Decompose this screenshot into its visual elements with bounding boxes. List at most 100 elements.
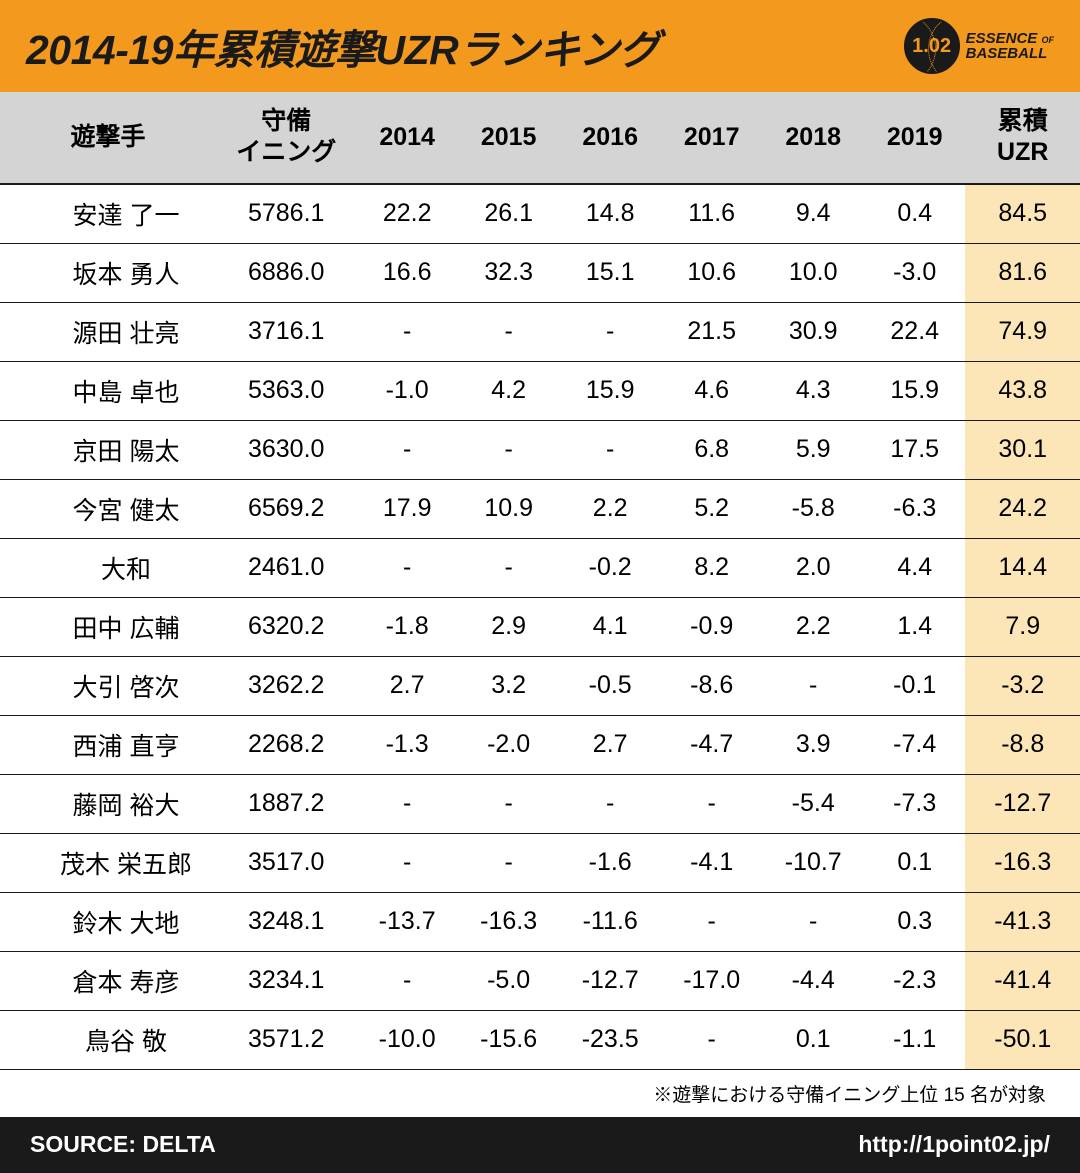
cell-y2014: 16.6 <box>356 243 458 302</box>
cell-y2016: 14.8 <box>559 184 661 244</box>
cell-innings: 5363.0 <box>216 361 356 420</box>
cell-y2016: - <box>559 302 661 361</box>
cell-name: 鳥谷 敬 <box>0 1010 216 1069</box>
cell-y2019: -7.3 <box>864 774 966 833</box>
cell-innings: 3517.0 <box>216 833 356 892</box>
cell-name: 坂本 勇人 <box>0 243 216 302</box>
cell-y2018: -5.8 <box>762 479 864 538</box>
cell-y2018: 30.9 <box>762 302 864 361</box>
cell-y2017: 4.6 <box>661 361 763 420</box>
cell-y2015: - <box>458 774 560 833</box>
cell-y2016: -12.7 <box>559 951 661 1010</box>
cell-y2019: -6.3 <box>864 479 966 538</box>
table-row: 西浦 直亨2268.2-1.3-2.02.7-4.73.9-7.4-8.8 <box>0 715 1080 774</box>
cell-y2016: - <box>559 420 661 479</box>
cell-name: 倉本 寿彦 <box>0 951 216 1010</box>
cell-innings: 6886.0 <box>216 243 356 302</box>
cell-y2018: 0.1 <box>762 1010 864 1069</box>
cell-y2017: - <box>661 1010 763 1069</box>
cell-y2014: - <box>356 538 458 597</box>
cell-y2015: - <box>458 833 560 892</box>
column-header-total: 累積UZR <box>965 92 1080 184</box>
cell-y2019: 0.3 <box>864 892 966 951</box>
cell-y2015: -16.3 <box>458 892 560 951</box>
cell-y2016: 2.2 <box>559 479 661 538</box>
cell-y2014: -13.7 <box>356 892 458 951</box>
footnote: ※遊撃における守備イニング上位 15 名が対象 <box>0 1070 1080 1117</box>
column-header-name: 遊撃手 <box>0 92 216 184</box>
table-row: 源田 壮亮3716.1---21.530.922.474.9 <box>0 302 1080 361</box>
logo-number: 1.02 <box>912 35 951 58</box>
cell-innings: 2461.0 <box>216 538 356 597</box>
logo-line2: BASEBALL <box>966 46 1054 61</box>
cell-y2019: 0.4 <box>864 184 966 244</box>
table-body: 安達 了一5786.122.226.114.811.69.40.484.5坂本 … <box>0 184 1080 1070</box>
cell-innings: 5786.1 <box>216 184 356 244</box>
column-header-y2019: 2019 <box>864 92 966 184</box>
cell-y2017: 10.6 <box>661 243 763 302</box>
table-row: 藤岡 裕大1887.2-----5.4-7.3-12.7 <box>0 774 1080 833</box>
cell-y2018: -5.4 <box>762 774 864 833</box>
cell-name: 安達 了一 <box>0 184 216 244</box>
cell-innings: 6569.2 <box>216 479 356 538</box>
logo-text: ESSENCE OF BASEBALL <box>966 31 1054 61</box>
cell-innings: 3571.2 <box>216 1010 356 1069</box>
table-row: 倉本 寿彦3234.1--5.0-12.7-17.0-4.4-2.3-41.4 <box>0 951 1080 1010</box>
cell-y2017: 6.8 <box>661 420 763 479</box>
cell-y2019: 4.4 <box>864 538 966 597</box>
cell-y2017: - <box>661 774 763 833</box>
cell-y2019: 0.1 <box>864 833 966 892</box>
cell-y2014: - <box>356 951 458 1010</box>
cell-name: 中島 卓也 <box>0 361 216 420</box>
cell-name: 鈴木 大地 <box>0 892 216 951</box>
cell-name: 京田 陽太 <box>0 420 216 479</box>
cell-y2015: - <box>458 420 560 479</box>
cell-y2019: -7.4 <box>864 715 966 774</box>
cell-y2015: 3.2 <box>458 656 560 715</box>
cell-y2018: - <box>762 892 864 951</box>
table-row: 鳥谷 敬3571.2-10.0-15.6-23.5-0.1-1.1-50.1 <box>0 1010 1080 1069</box>
cell-innings: 1887.2 <box>216 774 356 833</box>
table-header: 遊撃手守備イニング201420152016201720182019累積UZR <box>0 92 1080 184</box>
cell-y2014: - <box>356 420 458 479</box>
cell-total: 43.8 <box>965 361 1080 420</box>
cell-name: 田中 広輔 <box>0 597 216 656</box>
cell-y2017: 21.5 <box>661 302 763 361</box>
cell-total: -50.1 <box>965 1010 1080 1069</box>
cell-total: 7.9 <box>965 597 1080 656</box>
page-title: 2014-19年累積遊撃UZRランキング <box>26 16 660 76</box>
cell-y2015: 4.2 <box>458 361 560 420</box>
brand-logo: 1.02 ESSENCE OF BASEBALL <box>904 18 1054 74</box>
cell-y2014: 2.7 <box>356 656 458 715</box>
cell-y2016: 15.1 <box>559 243 661 302</box>
table-row: 大引 啓次3262.22.73.2-0.5-8.6--0.1-3.2 <box>0 656 1080 715</box>
cell-y2016: 4.1 <box>559 597 661 656</box>
table-row: 鈴木 大地3248.1-13.7-16.3-11.6--0.3-41.3 <box>0 892 1080 951</box>
table-row: 坂本 勇人6886.016.632.315.110.610.0-3.081.6 <box>0 243 1080 302</box>
table-row: 茂木 栄五郎3517.0---1.6-4.1-10.70.1-16.3 <box>0 833 1080 892</box>
table-row: 安達 了一5786.122.226.114.811.69.40.484.5 <box>0 184 1080 244</box>
cell-name: 茂木 栄五郎 <box>0 833 216 892</box>
cell-total: 14.4 <box>965 538 1080 597</box>
cell-total: -16.3 <box>965 833 1080 892</box>
cell-y2016: -11.6 <box>559 892 661 951</box>
cell-y2019: -0.1 <box>864 656 966 715</box>
cell-y2014: -10.0 <box>356 1010 458 1069</box>
cell-y2018: 5.9 <box>762 420 864 479</box>
cell-y2017: -4.1 <box>661 833 763 892</box>
column-header-innings: 守備イニング <box>216 92 356 184</box>
column-header-y2016: 2016 <box>559 92 661 184</box>
cell-y2018: -4.4 <box>762 951 864 1010</box>
cell-y2015: 2.9 <box>458 597 560 656</box>
cell-y2014: 22.2 <box>356 184 458 244</box>
cell-total: 24.2 <box>965 479 1080 538</box>
cell-y2014: - <box>356 302 458 361</box>
cell-y2016: -1.6 <box>559 833 661 892</box>
cell-y2019: 17.5 <box>864 420 966 479</box>
cell-y2015: -15.6 <box>458 1010 560 1069</box>
cell-total: 84.5 <box>965 184 1080 244</box>
cell-y2018: 2.2 <box>762 597 864 656</box>
table-row: 今宮 健太6569.217.910.92.25.2-5.8-6.324.2 <box>0 479 1080 538</box>
cell-y2014: - <box>356 774 458 833</box>
cell-y2014: - <box>356 833 458 892</box>
